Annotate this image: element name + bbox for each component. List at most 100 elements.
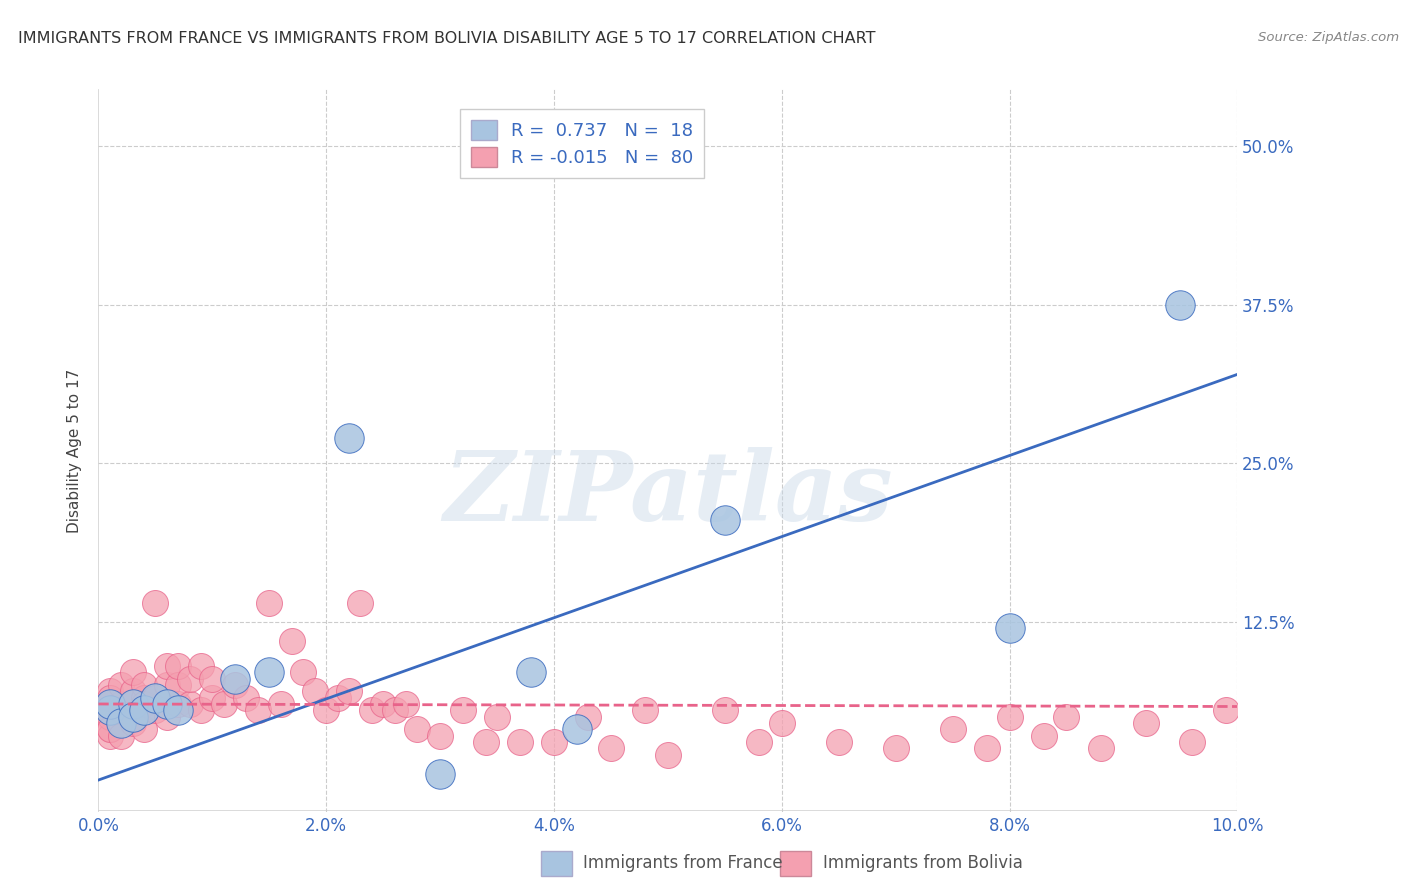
Point — [748, 735, 770, 749]
Point — [224, 672, 246, 686]
Point — [373, 697, 395, 711]
Point — [179, 672, 201, 686]
Point — [132, 697, 155, 711]
Point — [98, 723, 121, 737]
Point — [121, 697, 143, 711]
Point — [520, 665, 543, 680]
Point — [600, 741, 623, 756]
Text: Immigrants from Bolivia: Immigrants from Bolivia — [823, 855, 1022, 872]
Point — [121, 665, 143, 680]
Point — [259, 596, 281, 610]
Point — [224, 678, 246, 692]
Point — [395, 697, 418, 711]
Point — [1032, 729, 1054, 743]
Text: Source: ZipAtlas.com: Source: ZipAtlas.com — [1258, 31, 1399, 45]
Text: ZIPatlas: ZIPatlas — [443, 447, 893, 541]
Point — [657, 747, 679, 762]
Point — [132, 678, 155, 692]
Point — [281, 633, 304, 648]
Legend: R =  0.737   N =  18, R = -0.015   N =  80: R = 0.737 N = 18, R = -0.015 N = 80 — [461, 109, 704, 178]
Point — [98, 729, 121, 743]
Point — [1056, 709, 1078, 723]
Point — [304, 684, 326, 698]
Point — [98, 690, 121, 705]
Point — [1215, 703, 1237, 717]
Point — [384, 703, 406, 717]
Point — [201, 672, 224, 686]
Point — [315, 703, 337, 717]
Point — [110, 729, 132, 743]
Point — [156, 697, 179, 711]
Point — [451, 703, 474, 717]
Point — [110, 716, 132, 731]
Point — [156, 709, 179, 723]
Point — [942, 723, 965, 737]
Point — [167, 703, 190, 717]
Y-axis label: Disability Age 5 to 17: Disability Age 5 to 17 — [67, 368, 83, 533]
Point — [201, 690, 224, 705]
Point — [976, 741, 998, 756]
Point — [110, 716, 132, 731]
Point — [1090, 741, 1112, 756]
Point — [121, 709, 143, 723]
Point — [406, 723, 429, 737]
Point — [714, 513, 737, 527]
Point — [98, 723, 121, 737]
Point — [190, 659, 212, 673]
Point — [1181, 735, 1204, 749]
Point — [98, 697, 121, 711]
Point — [1135, 716, 1157, 731]
Point — [884, 741, 907, 756]
Point — [121, 684, 143, 698]
Point — [121, 716, 143, 731]
Point — [326, 690, 349, 705]
Point — [998, 621, 1021, 635]
Point — [132, 690, 155, 705]
Point — [98, 684, 121, 698]
Text: Immigrants from France: Immigrants from France — [583, 855, 783, 872]
Point — [429, 766, 451, 780]
Point — [337, 684, 360, 698]
Point — [145, 690, 167, 705]
Point — [132, 703, 155, 717]
Point — [167, 697, 190, 711]
Point — [145, 596, 167, 610]
Point — [179, 697, 201, 711]
Point — [132, 723, 155, 737]
Point — [167, 678, 190, 692]
Point — [156, 659, 179, 673]
Point — [190, 703, 212, 717]
Point — [212, 697, 235, 711]
Point — [145, 703, 167, 717]
Point — [770, 716, 793, 731]
Point — [167, 659, 190, 673]
Point — [474, 735, 496, 749]
Point — [246, 703, 269, 717]
Point — [576, 709, 599, 723]
Point — [110, 697, 132, 711]
Point — [121, 697, 143, 711]
Point — [360, 703, 382, 717]
Point — [714, 703, 737, 717]
Text: IMMIGRANTS FROM FRANCE VS IMMIGRANTS FROM BOLIVIA DISABILITY AGE 5 TO 17 CORRELA: IMMIGRANTS FROM FRANCE VS IMMIGRANTS FRO… — [18, 31, 876, 46]
Point — [98, 703, 121, 717]
Point — [145, 690, 167, 705]
Point — [337, 431, 360, 445]
Point — [98, 697, 121, 711]
Point — [270, 697, 292, 711]
Point — [121, 709, 143, 723]
Point — [110, 678, 132, 692]
Point — [998, 709, 1021, 723]
Point — [98, 709, 121, 723]
Point — [565, 723, 588, 737]
Point — [543, 735, 565, 749]
Point — [235, 690, 257, 705]
Point — [349, 596, 371, 610]
Point — [486, 709, 509, 723]
Point — [429, 729, 451, 743]
Point — [292, 665, 315, 680]
Point — [1170, 298, 1192, 312]
Point — [156, 678, 179, 692]
Point — [110, 703, 132, 717]
Point — [509, 735, 531, 749]
